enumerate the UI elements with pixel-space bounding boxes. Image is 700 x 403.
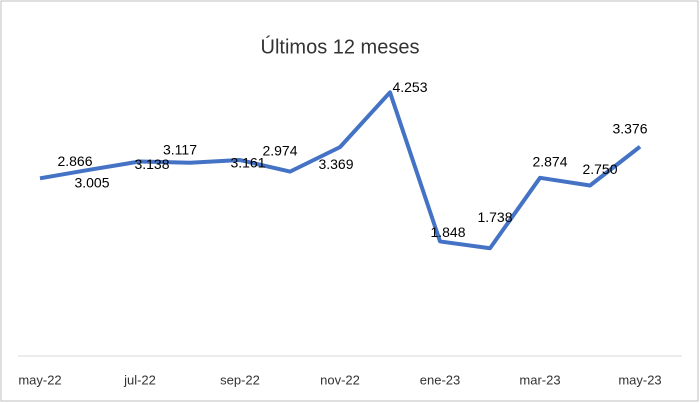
data-label: 2.874: [532, 154, 567, 170]
x-tick-label: nov-22: [320, 372, 360, 387]
chart-title: Últimos 12 meses: [261, 35, 420, 58]
data-label: 1.738: [477, 209, 512, 225]
data-label: 3.369: [318, 156, 353, 172]
data-label: 3.005: [74, 174, 109, 190]
data-label: 2.866: [57, 153, 92, 169]
data-label: 3.161: [230, 155, 265, 171]
x-tick-label: ene-23: [420, 372, 460, 387]
data-label: 1.848: [430, 224, 465, 240]
x-tick-label: sep-22: [220, 372, 260, 387]
x-tick-label: mar-23: [519, 372, 560, 387]
x-tick-label: jul-22: [123, 372, 156, 387]
data-label: 3.376: [612, 120, 647, 136]
data-label: 4.253: [392, 79, 427, 95]
data-label: 2.750: [582, 161, 617, 177]
data-label: 2.974: [262, 142, 297, 158]
line: [39, 90, 642, 251]
x-tick-label: may-22: [18, 372, 61, 387]
data-label: 3.117: [163, 141, 197, 157]
data-label: 3.138: [134, 156, 169, 172]
x-tick-label: may-23: [618, 372, 661, 387]
